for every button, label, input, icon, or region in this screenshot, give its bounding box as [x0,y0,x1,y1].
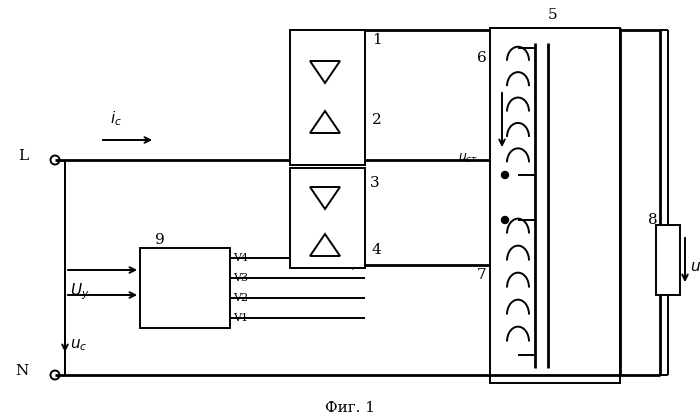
Bar [290,30,365,165]
Circle shape [501,216,508,223]
Bar [290,168,365,268]
Text: 7: 7 [477,268,486,282]
Text: V1: V1 [233,312,248,323]
Text: $u_{cт}$: $u_{cт}$ [458,152,478,165]
Text: V2: V2 [233,293,248,302]
Text: Фиг. 1: Фиг. 1 [325,401,375,415]
Text: $U_y$: $U_y$ [70,282,90,302]
Text: V4: V4 [233,252,248,262]
Text: L: L [18,149,28,163]
Text: 6: 6 [477,51,486,65]
Text: 1: 1 [372,33,382,47]
Text: 5: 5 [548,8,558,22]
Bar [140,248,230,328]
Text: 9: 9 [155,233,164,247]
Text: $u_c$: $u_c$ [70,337,88,353]
Bar [656,225,680,295]
Text: 4: 4 [372,243,382,257]
Text: $u_н$: $u_н$ [690,260,700,276]
Text: 3: 3 [370,176,379,190]
Text: $i_c$: $i_c$ [110,109,122,128]
Text: 8: 8 [648,213,657,227]
Circle shape [501,171,508,178]
Text: N: N [15,364,28,378]
Text: V3: V3 [233,273,248,283]
Text: 2: 2 [372,113,382,127]
Bar [490,28,620,383]
